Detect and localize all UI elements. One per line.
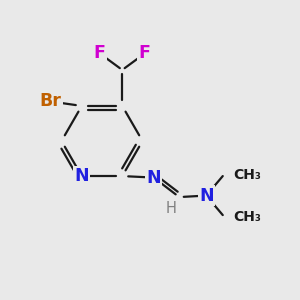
Text: F: F bbox=[94, 44, 106, 62]
Text: Br: Br bbox=[39, 92, 61, 110]
Text: H: H bbox=[165, 201, 176, 216]
Text: N: N bbox=[74, 167, 89, 185]
Text: CH₃: CH₃ bbox=[233, 168, 261, 182]
Text: CH₃: CH₃ bbox=[233, 210, 261, 224]
Text: N: N bbox=[146, 169, 161, 187]
Text: F: F bbox=[139, 44, 151, 62]
Text: N: N bbox=[199, 187, 214, 205]
